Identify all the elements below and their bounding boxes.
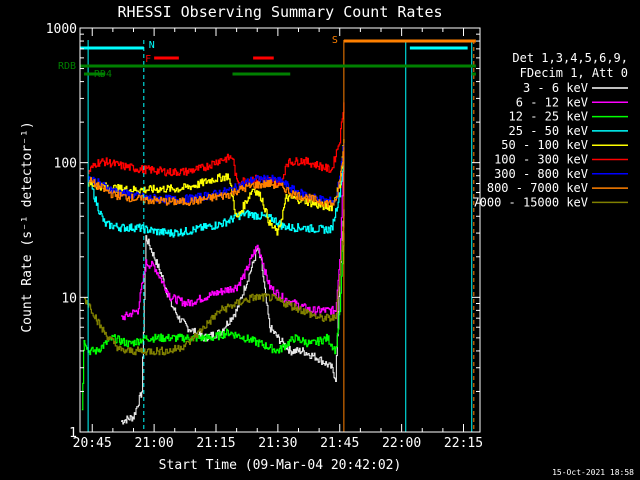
legend-label-300-800-kev: 300 - 800 keV — [494, 167, 588, 181]
series-line-3-6-kev-outline — [121, 209, 345, 425]
series-line-800-7000-kev — [88, 147, 345, 208]
x-tick-label-21-45: 21:45 — [320, 436, 359, 451]
flag-label-s: S — [332, 35, 338, 46]
marker-lines-layer — [87, 40, 475, 432]
series-line-300-800-kev — [88, 143, 345, 206]
legend-label-50-100-kev: 50 - 100 keV — [501, 138, 588, 152]
series-layer — [81, 102, 345, 425]
legend-label-12-25-kev: 12 - 25 keV — [509, 110, 588, 124]
plot-frame — [79, 27, 481, 433]
series-line-7000-15000-kev — [84, 216, 345, 356]
legend-label-3-6-kev: 3 - 6 keV — [523, 81, 588, 95]
legend-label-800-7000-kev: 800 - 7000 keV — [487, 181, 588, 195]
legend-label-6-12-kev: 6 - 12 keV — [516, 95, 588, 109]
x-tick-label-21-00: 21:00 — [135, 436, 174, 451]
y-axis-label: Count Rate (s⁻¹ detector⁻¹) — [20, 121, 35, 332]
x-tick-label-22-00: 22:00 — [382, 436, 421, 451]
legend-header-line-1: Det 1,3,4,5,6,9, — [512, 51, 628, 65]
timestamp: 15-Oct-2021 18:58 — [552, 468, 634, 477]
flag-label-rd4: RD4 — [94, 69, 112, 80]
series-line-25-50-kev — [88, 157, 345, 238]
flag-label-n: N — [149, 40, 155, 51]
axes-layer: 1 10 100 1000 20:45 21:00 21:15 21:30 21:45 22:00… — [46, 22, 483, 451]
x-tick-label-20-45: 20:45 — [73, 436, 112, 451]
legend-label-7000-15000-kev: 7000 - 15000 keV — [472, 195, 588, 209]
series-line-12-25-kev — [81, 233, 345, 411]
chart-title: RHESSI Observing Summary Count Rates — [117, 3, 442, 21]
flag-label-rdb: RDB — [58, 61, 76, 72]
y-tick-label-10: 10 — [61, 291, 77, 306]
x-tick-label-21-15: 21:15 — [196, 436, 235, 451]
x-axis-label: Start Time (09-Mar-04 20:42:02) — [159, 458, 402, 473]
x-tick-label-21-30: 21:30 — [258, 436, 297, 451]
y-tick-label-1000: 1000 — [46, 22, 77, 37]
flag-label-f: F — [145, 54, 151, 65]
y-tick-label-1: 1 — [69, 426, 77, 441]
legend-header-line-2: FDecim 1, Att 0 — [520, 66, 628, 80]
flags-layer: NF S RDB RD4 — [58, 35, 476, 80]
legend-label-100-300-kev: 100 - 300 keV — [494, 153, 588, 167]
series-line-100-300-kev — [88, 102, 345, 186]
y-tick-label-100: 100 — [54, 157, 77, 172]
x-tick-label-22-15: 22:15 — [444, 436, 483, 451]
legend-label-25-50-kev: 25 - 50 keV — [509, 124, 588, 138]
